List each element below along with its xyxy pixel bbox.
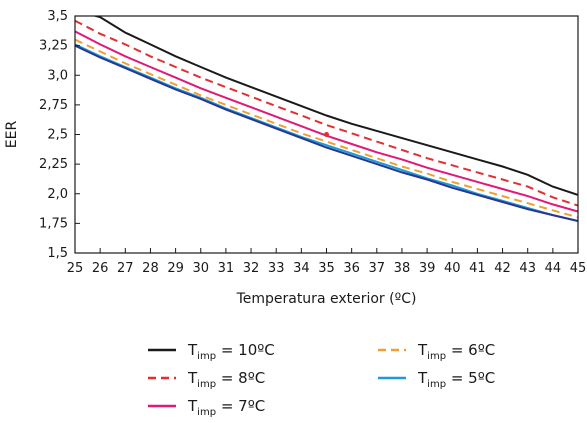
series-line-0 (92, 16, 578, 196)
series-line-4 (75, 43, 578, 222)
marker-point (324, 132, 329, 137)
series-line-2 (75, 30, 578, 213)
x-tick-label: 34 (293, 261, 310, 276)
x-tick-label: 31 (218, 261, 235, 276)
x-tick-label: 32 (243, 261, 260, 276)
x-tick-label: 36 (343, 261, 360, 276)
legend-label-1: Timp = 8ºC (187, 369, 265, 390)
y-tick-label: 3,5 (47, 9, 68, 24)
y-tick-label: 1,5 (47, 246, 68, 261)
x-tick-label: 29 (167, 261, 184, 276)
y-tick-label: 2,0 (47, 187, 68, 202)
x-tick-label: 42 (494, 261, 511, 276)
x-tick-label: 35 (318, 261, 335, 276)
x-tick-label: 33 (268, 261, 285, 276)
legend-label-4: Timp = 5ºC (417, 369, 495, 390)
y-tick-label: 3,25 (39, 39, 68, 54)
x-axis-title: Temperatura exterior (ºC) (236, 291, 417, 307)
x-tick-label: 26 (92, 261, 109, 276)
x-tick-label: 25 (67, 261, 84, 276)
x-tick-label: 45 (570, 261, 587, 276)
legend-label-2: Timp = 7ºC (187, 397, 265, 418)
x-tick-label: 41 (469, 261, 486, 276)
y-tick-label: 3,0 (47, 68, 68, 83)
series-line-5 (75, 44, 578, 222)
x-tick-label: 27 (117, 261, 134, 276)
legend: Timp = 10ºC Timp = 6ºC Timp = 8ºC Timp = 5º… (148, 341, 495, 418)
y-tick-label: 2,5 (47, 128, 68, 143)
x-tick-label: 39 (419, 261, 436, 276)
axes-layer: 1,5 1,75 2,0 2,25 2,5 2,75 3,0 3,25 3,5 25 26 27 28 2… (39, 9, 586, 276)
series-layer (75, 16, 578, 222)
x-tick-label: 44 (545, 261, 562, 276)
series-line-1 (75, 19, 578, 207)
legend-label-3: Timp = 6ºC (417, 341, 495, 362)
y-tick-label: 1,75 (39, 216, 68, 231)
x-tick-label: 43 (519, 261, 536, 276)
y-axis-title: EER (4, 121, 20, 149)
x-tick-label: 28 (142, 261, 159, 276)
series-line-3 (75, 38, 578, 219)
y-tick-label: 2,25 (39, 157, 68, 172)
x-tick-label: 38 (394, 261, 411, 276)
x-tick-label: 37 (369, 261, 386, 276)
x-tick-label: 40 (444, 261, 461, 276)
y-tick-label: 2,75 (39, 98, 68, 113)
legend-label-0: Timp = 10ºC (187, 341, 275, 362)
x-tick-label: 30 (192, 261, 209, 276)
